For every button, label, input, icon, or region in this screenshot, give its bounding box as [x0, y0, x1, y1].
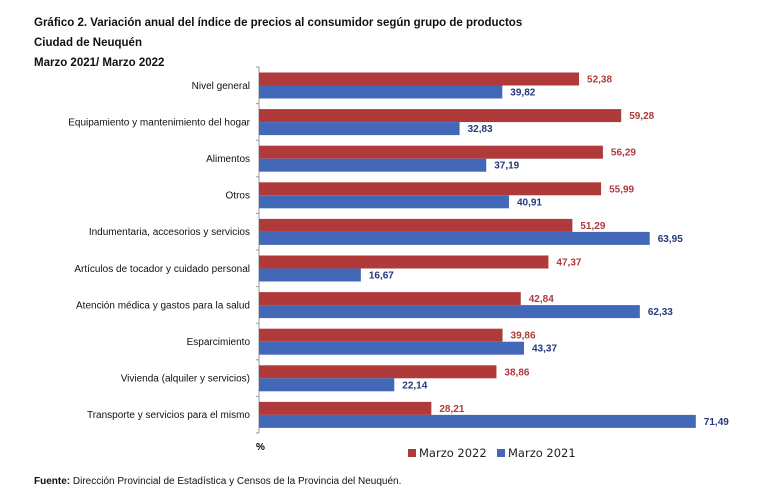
data-label: 47,37 — [556, 258, 581, 269]
source-label: Fuente: — [34, 476, 71, 487]
bar-marzo-2022 — [259, 255, 549, 269]
data-label: 51,29 — [580, 221, 605, 232]
data-label: 37,19 — [494, 161, 519, 172]
data-label: 55,99 — [609, 184, 634, 195]
bar-marzo-2021 — [259, 414, 696, 428]
bar-marzo-2021 — [259, 122, 460, 136]
chart-period: Marzo 2021/ Marzo 2022 — [34, 57, 165, 69]
data-label: 32,83 — [468, 124, 493, 135]
bar-marzo-2022 — [259, 292, 521, 306]
category-label: Equipamiento y mantenimiento del hogar — [68, 117, 250, 128]
data-label: 16,67 — [369, 271, 394, 282]
data-label: 59,28 — [629, 111, 654, 122]
bar-marzo-2022 — [259, 182, 602, 196]
data-label: 22,14 — [402, 380, 427, 391]
bar-marzo-2022 — [259, 218, 573, 232]
chart-subtitle: Ciudad de Neuquén — [34, 37, 142, 49]
data-label: 52,38 — [587, 75, 612, 86]
bar-marzo-2022 — [259, 401, 432, 415]
bar-marzo-2021 — [259, 305, 640, 319]
legend-swatch — [408, 449, 416, 457]
data-label: 63,95 — [658, 234, 683, 245]
bar-marzo-2021 — [259, 158, 487, 172]
category-label: Nivel general — [192, 81, 250, 92]
x-axis-label: % — [256, 442, 265, 453]
category-label: Esparcimiento — [187, 337, 251, 348]
source-footer: Fuente: Dirección Provincial de Estadíst… — [34, 476, 401, 487]
category-label: Transporte y servicios para el mismo — [87, 410, 250, 421]
bar-marzo-2022 — [259, 145, 603, 159]
bar-marzo-2021 — [259, 85, 503, 99]
category-label: Alimentos — [206, 154, 250, 165]
data-label: 38,86 — [504, 367, 529, 378]
data-label: 43,37 — [532, 344, 557, 355]
category-label: Artículos de tocador y cuidado personal — [74, 264, 250, 275]
bar-marzo-2021 — [259, 378, 395, 392]
bar-marzo-2022 — [259, 328, 503, 342]
data-label: 42,84 — [529, 294, 554, 305]
bar-marzo-2021 — [259, 341, 524, 355]
legend-label: Marzo 2021 — [508, 446, 576, 460]
bar-marzo-2022 — [259, 109, 622, 123]
data-label: 62,33 — [648, 307, 673, 318]
bar-marzo-2021 — [259, 231, 650, 245]
data-label: 71,49 — [704, 417, 729, 428]
bar-marzo-2022 — [259, 72, 580, 86]
data-label: 39,86 — [511, 331, 536, 342]
chart-title: Gráfico 2. Variación anual del índice de… — [34, 17, 523, 29]
bar-marzo-2021 — [259, 268, 361, 282]
category-label: Indumentaria, accesorios y servicios — [89, 227, 250, 238]
legend-label: Marzo 2022 — [419, 446, 487, 460]
category-label: Vivienda (alquiler y servicios) — [121, 374, 250, 385]
data-label: 28,21 — [439, 404, 464, 415]
bar-marzo-2022 — [259, 365, 497, 379]
bar-marzo-2021 — [259, 195, 509, 209]
bar-chart: Nivel general 52,38 39,82 Equipamiento y ma… — [68, 66, 729, 460]
data-label: 40,91 — [517, 197, 542, 208]
source-text: Dirección Provincial de Estadística y Ce… — [70, 476, 402, 487]
legend-swatch — [497, 449, 505, 457]
category-label: Otros — [226, 191, 250, 202]
category-label: Atención médica y gastos para la salud — [76, 300, 250, 311]
data-label: 56,29 — [611, 148, 636, 159]
data-label: 39,82 — [510, 88, 535, 99]
